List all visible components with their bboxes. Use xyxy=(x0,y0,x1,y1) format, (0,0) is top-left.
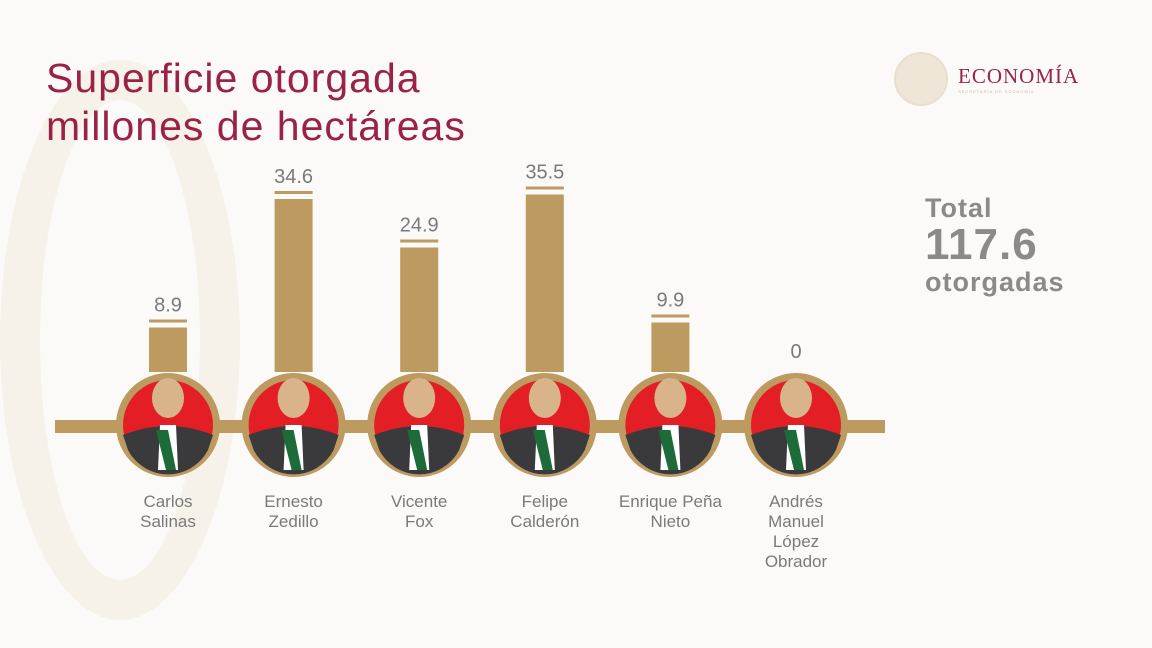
seal-icon xyxy=(894,52,948,106)
category-label: Vicente xyxy=(391,492,447,511)
logo-name: ECONOMÍA xyxy=(958,64,1080,88)
category-label: Andrés xyxy=(769,492,823,511)
bar xyxy=(651,322,690,372)
category-label: Nieto xyxy=(651,512,691,531)
category-label: Carlos xyxy=(143,492,192,511)
total-label: Total xyxy=(925,193,993,223)
bar-cap xyxy=(651,314,690,318)
presidential-sash xyxy=(156,430,176,470)
category-label: Calderón xyxy=(510,512,579,531)
title-line-1: Superficie otorgada xyxy=(46,55,421,101)
category-label: Manuel xyxy=(768,512,824,531)
portrait-head xyxy=(780,378,812,418)
economia-logo: ECONOMÍA SECRETARÍA DE ECONOMÍA xyxy=(894,52,1079,106)
presidential-sash xyxy=(407,430,428,470)
logo-subtitle: SECRETARÍA DE ECONOMÍA xyxy=(958,89,1035,94)
title-line-2: millones de hectáreas xyxy=(46,103,466,149)
category-label: Salinas xyxy=(140,512,196,531)
category-label: Obrador xyxy=(765,552,828,571)
category-label: Ernesto xyxy=(264,492,323,511)
portrait-head xyxy=(152,378,184,418)
category-label: López xyxy=(773,532,819,551)
data-label: 8.9 xyxy=(154,295,182,317)
presidential-sash xyxy=(532,430,553,470)
bar xyxy=(525,194,564,372)
total-box: Total 117.6 otorgadas xyxy=(925,193,1065,297)
portrait-head xyxy=(528,378,561,418)
bar-cap xyxy=(525,186,564,190)
bar-cap xyxy=(400,239,439,243)
bar-cap xyxy=(274,191,313,194)
chart-title: Superficie otorgada millones de hectárea… xyxy=(46,54,466,150)
presidential-sash xyxy=(281,430,302,470)
portrait-head xyxy=(277,378,310,418)
category-label: Felipe xyxy=(522,492,568,511)
category-label: Zedillo xyxy=(269,512,319,531)
total-value: 117.6 xyxy=(925,220,1038,269)
portrait-head xyxy=(403,378,436,418)
data-label: 0 xyxy=(790,341,801,363)
data-label: 9.9 xyxy=(656,290,684,312)
category-label: Fox xyxy=(405,512,434,531)
category-label: Enrique Peña xyxy=(619,492,723,511)
data-label: 34.6 xyxy=(274,166,313,188)
bar xyxy=(400,247,439,372)
data-label: 35.5 xyxy=(525,162,564,184)
presidential-sash xyxy=(658,430,679,470)
portrait-head xyxy=(654,378,687,418)
bar xyxy=(149,327,187,372)
presidential-sash xyxy=(784,430,804,470)
bar xyxy=(274,199,313,372)
data-label: 24.9 xyxy=(400,215,439,237)
total-suffix: otorgadas xyxy=(925,267,1065,297)
bar-cap xyxy=(149,319,187,323)
